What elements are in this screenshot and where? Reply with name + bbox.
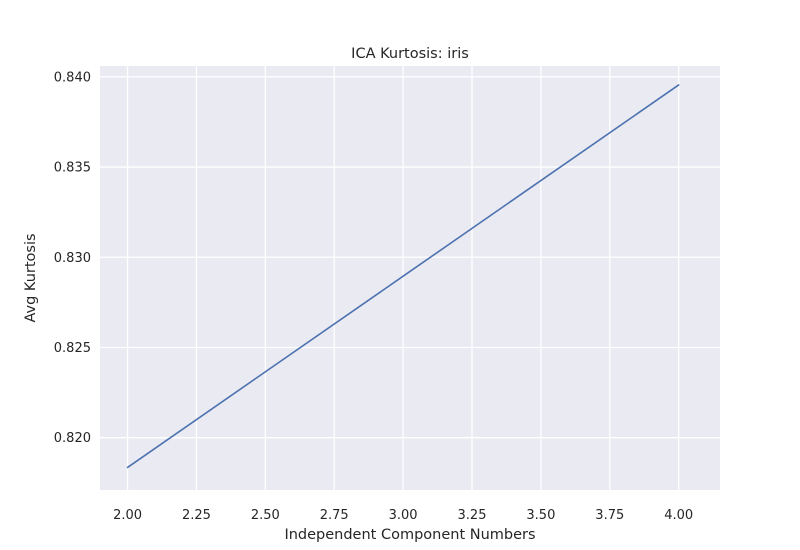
x-tick-label: 2.00 (113, 508, 142, 523)
y-gridlines (100, 76, 720, 439)
series-group (126, 84, 680, 469)
x-tick-label: 2.25 (182, 508, 211, 523)
series-line (126, 84, 680, 469)
y-axis-label: Avg Kurtosis (23, 233, 39, 322)
x-tick-label: 2.75 (320, 508, 349, 523)
x-tick-label: 2.50 (251, 508, 280, 523)
x-tick-label: 4.00 (664, 508, 693, 523)
x-tick-label: 3.50 (526, 508, 555, 523)
y-tick-labels: 0.820 0.825 0.830 0.835 0.840 (54, 70, 91, 446)
chart-title: ICA Kurtosis: iris (351, 46, 469, 62)
y-tick-label: 0.840 (54, 70, 91, 85)
x-tick-label: 3.75 (595, 508, 624, 523)
x-tick-label: 3.00 (389, 508, 418, 523)
y-tick-label: 0.835 (54, 161, 91, 176)
y-tick-label: 0.825 (54, 341, 91, 356)
x-tick-labels: 2.00 2.25 2.50 2.75 3.00 3.25 3.50 3.75 4.00 (113, 508, 693, 523)
x-gridlines (126, 66, 680, 490)
plot-area (100, 66, 720, 490)
x-tick-label: 3.25 (458, 508, 487, 523)
x-axis-label: Independent Component Numbers (284, 527, 535, 543)
y-tick-label: 0.830 (54, 251, 91, 266)
y-tick-label: 0.820 (54, 431, 91, 446)
